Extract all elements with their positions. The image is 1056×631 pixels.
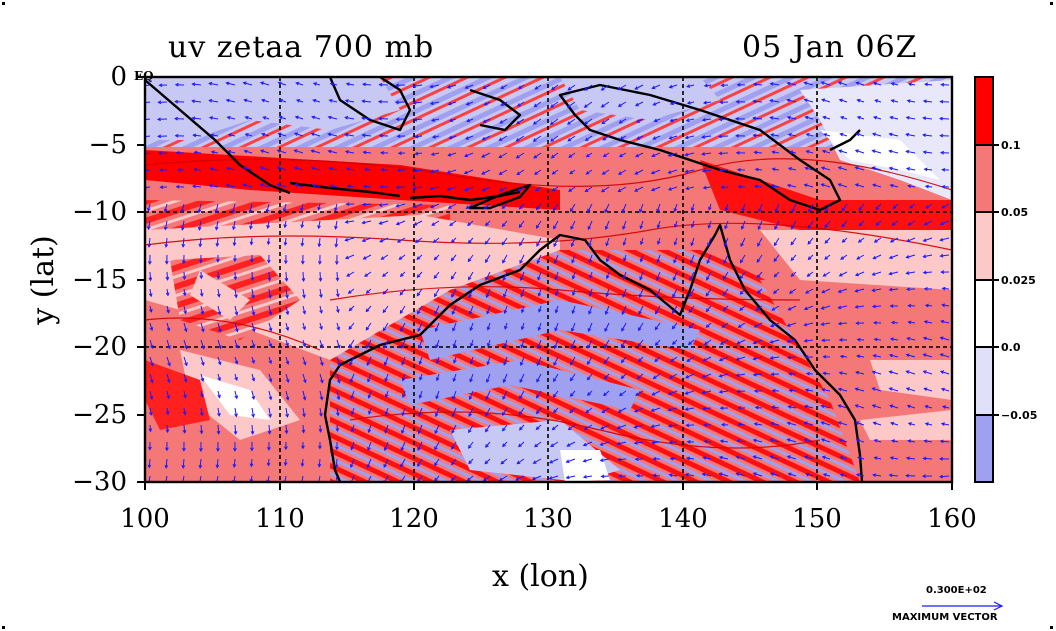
plot-timestamp: 05 Jan 06Z <box>742 30 918 65</box>
wind-vectors <box>145 81 950 482</box>
equator-label: EQ <box>134 69 154 83</box>
corner-mark <box>1050 2 1053 5</box>
x-axis-title: x (lon) <box>492 559 589 594</box>
x-tick-label: 130 <box>523 504 573 534</box>
colorbar <box>974 76 999 483</box>
vector-key-arrow <box>922 601 1004 611</box>
corner-mark <box>2 626 5 629</box>
corner-mark <box>2 2 5 5</box>
colorbar-label: −0.05 <box>1001 409 1038 422</box>
vorticity-field <box>145 77 952 482</box>
x-tick-label: 160 <box>927 504 977 534</box>
y-tick-label: −15 <box>72 265 127 295</box>
y-tick-label: 0 <box>110 62 127 92</box>
colorbar-label: 0.0 <box>1001 341 1021 354</box>
vector-key-caption: MAXIMUM VECTOR <box>892 612 998 623</box>
y-tick-label: −30 <box>72 467 127 497</box>
vector-key-value: 0.300E+02 <box>926 585 987 596</box>
x-tick-label: 150 <box>792 504 842 534</box>
y-axis-title: y (lat) <box>26 235 61 325</box>
y-tick-label: −10 <box>72 197 127 227</box>
lat-lon-grid <box>145 77 952 482</box>
y-tick-label: −25 <box>72 400 127 430</box>
x-tick-label: 120 <box>389 504 439 534</box>
corner-mark <box>1050 626 1053 629</box>
y-tick-label: −5 <box>88 130 127 160</box>
x-tick-label: 100 <box>120 504 170 534</box>
x-tick-label: 110 <box>255 504 305 534</box>
colorbar-label: 0.05 <box>1001 206 1029 219</box>
x-tick-label: 140 <box>658 504 708 534</box>
y-tick-label: −20 <box>72 332 127 362</box>
colorbar-label: 0.025 <box>1001 274 1036 287</box>
plot-title: uv zetaa 700 mb <box>168 30 435 65</box>
colorbar-label: 0.1 <box>1001 139 1021 152</box>
